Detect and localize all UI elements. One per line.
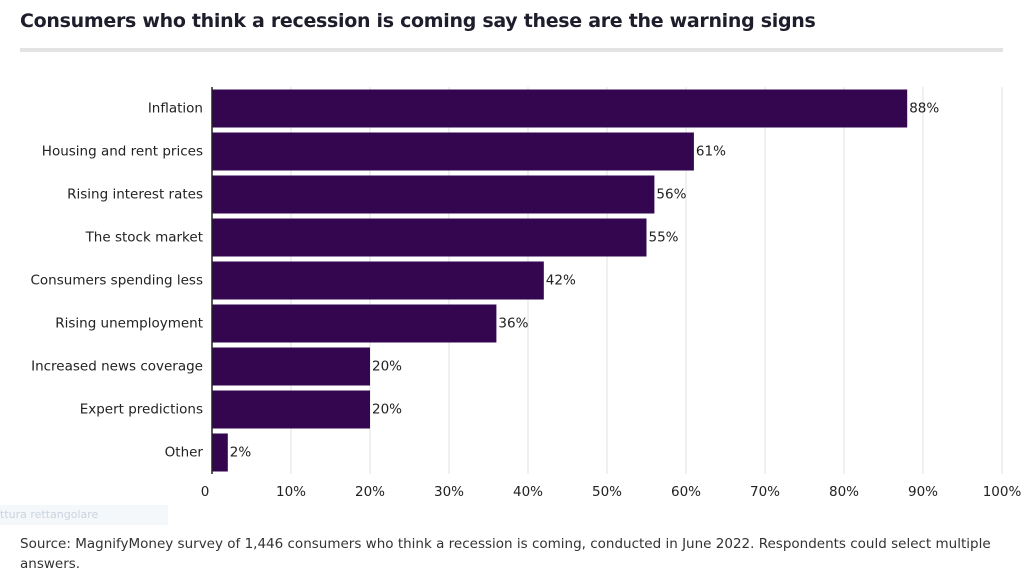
data-label: 20% (372, 359, 402, 375)
x-tick-label: 60% (671, 484, 701, 500)
x-tick-label: 50% (592, 484, 622, 500)
bar (212, 304, 497, 343)
bar (212, 261, 544, 300)
chart: 0 10% 20% 30% 40% 50% 60% 70% 80% 90% 100% Inflatio… (31, 87, 1022, 500)
data-label: 56% (656, 187, 686, 203)
x-tick-label: 90% (908, 484, 938, 500)
x-tick-label: 40% (513, 484, 543, 500)
x-tick-label: 100% (983, 484, 1022, 500)
x-tick-label: 80% (829, 484, 859, 500)
bar (212, 433, 228, 472)
x-tick-label: 0 (201, 484, 210, 500)
y-tick-label: Consumers spending less (31, 273, 204, 289)
x-tick-label: 30% (434, 484, 464, 500)
data-label: 42% (546, 273, 576, 289)
y-tick-label: Other (165, 445, 204, 461)
data-label: 2% (230, 445, 252, 461)
x-tick-label: 70% (750, 484, 780, 500)
y-tick-label: Housing and rent prices (42, 144, 203, 160)
overlay-text: ttura rettangolare (0, 505, 168, 525)
bar (212, 89, 908, 128)
bar (212, 132, 694, 171)
y-tick-label: Inflation (148, 101, 203, 117)
data-label: 88% (909, 101, 939, 117)
source-note: Source: MagnifyMoney survey of 1,446 con… (20, 536, 991, 572)
bar (212, 175, 655, 214)
bar (212, 347, 370, 386)
data-label: 61% (696, 144, 726, 160)
x-tick-label: 20% (355, 484, 385, 500)
y-tick-label: Expert predictions (80, 402, 203, 418)
y-tick-label: Rising unemployment (55, 316, 203, 332)
chart-title: Consumers who think a recession is comin… (20, 10, 816, 32)
x-tick-label: 10% (276, 484, 306, 500)
y-tick-label: Rising interest rates (67, 187, 203, 203)
y-tick-label: Increased news coverage (31, 359, 203, 375)
y-tick-label: The stock market (85, 230, 203, 246)
data-label: 55% (649, 230, 679, 246)
bar (212, 390, 370, 429)
data-label: 20% (372, 402, 402, 418)
title-rule (20, 48, 1003, 52)
data-label: 36% (498, 316, 528, 332)
bar (212, 218, 647, 257)
